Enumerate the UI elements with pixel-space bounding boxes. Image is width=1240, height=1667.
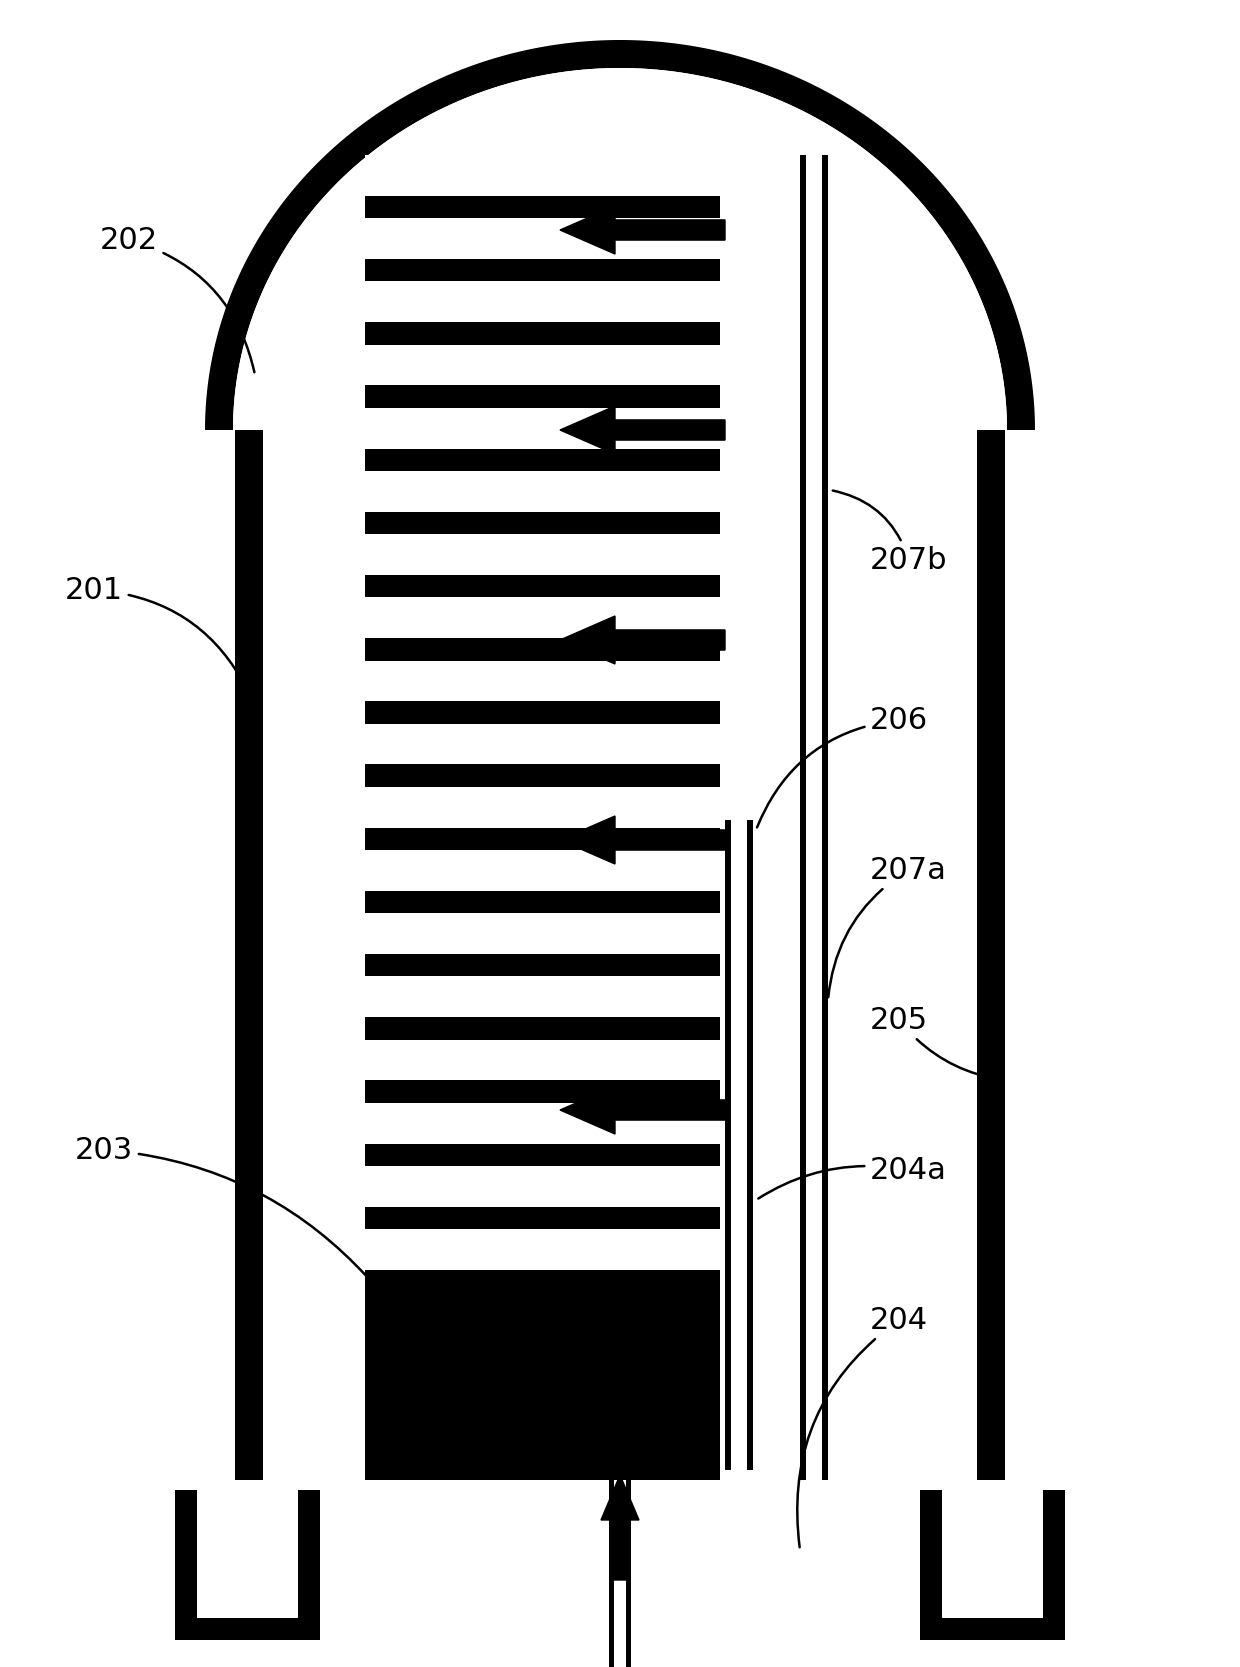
Bar xyxy=(365,345,720,385)
Polygon shape xyxy=(560,617,725,663)
Text: 204: 204 xyxy=(797,1305,928,1547)
Bar xyxy=(365,1165,720,1207)
Polygon shape xyxy=(601,1475,639,1580)
Bar xyxy=(365,282,720,322)
Bar xyxy=(365,472,720,512)
Bar xyxy=(977,1490,1004,1640)
Bar xyxy=(365,218,720,258)
Polygon shape xyxy=(560,207,725,253)
Text: 202: 202 xyxy=(100,225,254,372)
Bar xyxy=(614,1480,626,1667)
Text: 203: 203 xyxy=(74,1135,368,1279)
Bar xyxy=(732,820,746,1470)
Text: 207a: 207a xyxy=(828,855,947,997)
Bar xyxy=(942,1490,1043,1619)
Polygon shape xyxy=(560,817,725,864)
Bar xyxy=(365,1104,720,1144)
Polygon shape xyxy=(233,68,1007,430)
Bar xyxy=(175,1490,320,1640)
Bar xyxy=(977,430,1004,1480)
Bar xyxy=(263,430,977,1480)
Bar xyxy=(236,1490,263,1640)
Text: 205: 205 xyxy=(870,1005,1001,1080)
Bar xyxy=(609,1480,631,1667)
Bar xyxy=(365,533,720,575)
Bar xyxy=(365,1229,720,1270)
Bar xyxy=(365,850,720,890)
Bar xyxy=(806,155,822,1480)
Bar xyxy=(365,155,720,1480)
Text: 207b: 207b xyxy=(833,490,947,575)
Polygon shape xyxy=(560,1085,725,1134)
Bar xyxy=(365,914,720,954)
Bar xyxy=(365,1040,720,1080)
Text: 206: 206 xyxy=(758,705,928,827)
Bar xyxy=(365,408,720,448)
Polygon shape xyxy=(560,407,725,453)
Bar xyxy=(365,597,720,638)
Bar xyxy=(365,660,720,702)
Bar xyxy=(800,155,828,1480)
Bar xyxy=(725,820,753,1470)
Text: 201: 201 xyxy=(64,575,250,697)
Bar xyxy=(365,723,720,765)
Bar xyxy=(365,977,720,1017)
Bar xyxy=(365,155,720,195)
Bar xyxy=(920,1490,1065,1640)
Polygon shape xyxy=(205,40,1035,430)
Bar xyxy=(365,787,720,828)
Text: 204a: 204a xyxy=(759,1155,947,1199)
Bar xyxy=(197,1490,298,1619)
Bar xyxy=(236,430,263,1480)
